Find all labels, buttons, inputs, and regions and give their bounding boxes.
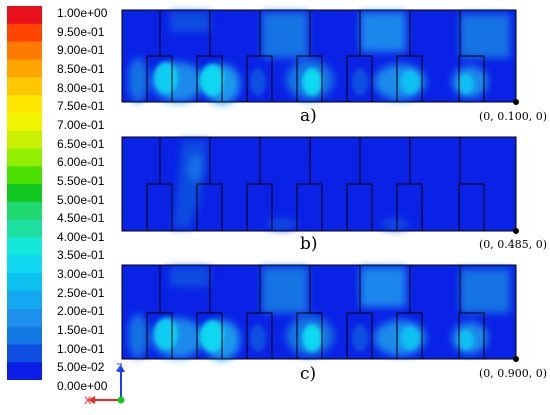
panel-b-coordinate: (0, 0.485, 0) — [479, 238, 548, 251]
colorbar-swatch — [7, 344, 42, 363]
colorbar-swatch — [7, 308, 42, 327]
colorbar-label: 1.50e-01 — [57, 323, 105, 337]
colorbar-label: 9.50e-01 — [57, 24, 105, 39]
axis-x-label: X — [84, 395, 92, 407]
colorbar-label: 5.00e-02 — [57, 360, 105, 375]
colorbar-swatch — [7, 255, 42, 274]
panel-b-caption: b) — [300, 234, 318, 254]
colorbar-label: 6.50e-01 — [57, 136, 105, 151]
colorbar-swatch — [7, 219, 42, 238]
colorbar-label: 6.00e-01 — [57, 155, 105, 170]
colorbar-label: 8.50e-01 — [57, 61, 105, 76]
panel-c-coordinate: (0, 0.900, 0) — [479, 367, 548, 380]
colorbar-label: 8.00e-01 — [57, 80, 105, 95]
panel-c-caption: c) — [300, 364, 317, 384]
colorbar-swatch — [7, 112, 42, 131]
colorbar-swatch — [7, 41, 42, 60]
axis-z-label: Z — [116, 362, 123, 374]
colorbar-label: 3.50e-01 — [57, 248, 105, 263]
colorbar-label: 9.00e-01 — [57, 43, 105, 58]
colorbar-label: 1.00e-01 — [57, 341, 105, 356]
colorbar-label: 2.50e-01 — [57, 285, 105, 300]
colorbar-swatch — [7, 273, 42, 292]
colorbar-swatch — [7, 166, 42, 185]
colorbar-label: 1.00e+00 — [57, 6, 108, 20]
colorbar-swatch — [7, 23, 42, 42]
contour-panel-a — [121, 9, 519, 105]
panel-a-coordinate: (0, 0.100, 0) — [479, 110, 548, 123]
colorbar-label: 5.00e-01 — [57, 192, 105, 207]
colorbar-label: 4.00e-01 — [57, 229, 105, 244]
colorbar-label: 2.00e-01 — [57, 304, 105, 319]
colorbar-swatch — [7, 148, 42, 167]
colorbar-swatch — [7, 130, 42, 149]
colorbar-label: 7.50e-01 — [57, 99, 105, 114]
axis-triad-icon: Z X — [84, 362, 125, 407]
colorbar-label: 0.00e+00 — [57, 379, 108, 393]
colorbar-swatch — [7, 326, 42, 345]
colorbar-label: 4.50e-01 — [57, 211, 105, 226]
colorbar-swatch — [7, 362, 42, 380]
colorbar-swatch — [7, 290, 42, 310]
contour-panel-c — [121, 264, 519, 362]
colorbar-swatch — [7, 201, 42, 221]
colorbar-swatch — [7, 237, 42, 256]
colorbar-label: 7.00e-01 — [57, 117, 105, 132]
colorbar-swatch — [7, 184, 42, 203]
panel-a-caption: a) — [300, 106, 317, 126]
colorbar — [7, 6, 42, 380]
colorbar-label: 3.00e-01 — [57, 267, 105, 282]
colorbar-swatch — [7, 77, 42, 96]
colorbar-label: 5.50e-01 — [57, 173, 105, 188]
colorbar-swatch — [7, 95, 42, 114]
colorbar-swatch — [7, 6, 42, 25]
colorbar-swatch — [7, 59, 42, 78]
contour-panel-b — [121, 136, 519, 234]
